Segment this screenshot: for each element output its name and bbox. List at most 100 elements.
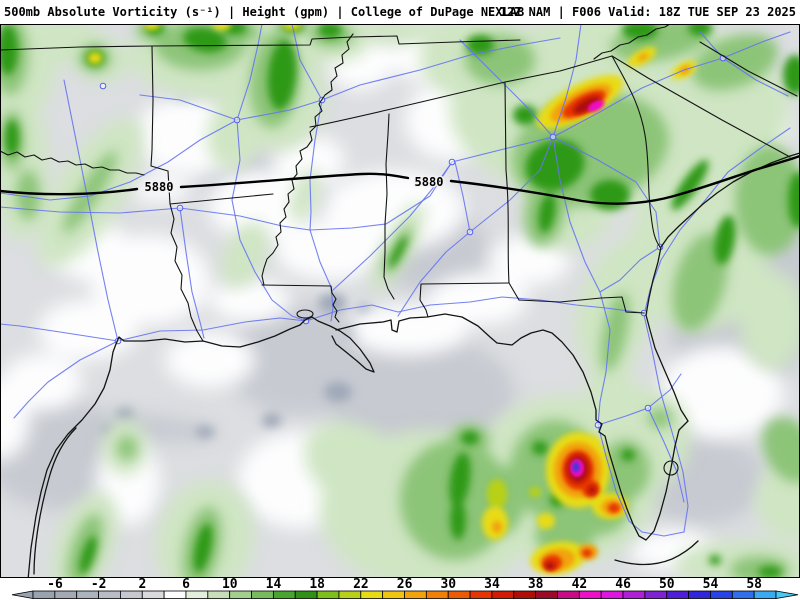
- city-marker: [233, 116, 241, 124]
- road-line: [321, 37, 561, 101]
- map-canvas: 5880 5880: [0, 24, 800, 578]
- state-border-line: [518, 296, 645, 314]
- field-yellow-green: [487, 479, 541, 509]
- product-title: 500mb Absolute Vorticity (s⁻¹) | Height …: [4, 5, 525, 19]
- state-border-line: [611, 55, 661, 248]
- road-line: [0, 119, 238, 201]
- colorbar-left-arrow-icon: [11, 590, 34, 599]
- colorbar-segment: [578, 590, 602, 599]
- road-line: [397, 161, 471, 317]
- state-borders-layer: [0, 24, 798, 342]
- road-line: [552, 31, 791, 138]
- colorbar-segment: [32, 590, 56, 599]
- header-bar: 500mb Absolute Vorticity (s⁻¹) | Height …: [0, 0, 800, 24]
- road-line: [552, 24, 582, 138]
- road-line: [179, 207, 205, 339]
- state-border-line: [261, 284, 340, 323]
- state-border-line: [150, 45, 171, 205]
- coastline: [335, 152, 800, 541]
- colorbar-segment: [272, 590, 296, 599]
- coastline-layer: [27, 152, 800, 578]
- colorbar-tick-label: 30: [440, 577, 457, 592]
- road-line: [236, 24, 263, 121]
- colorbar-segment: [731, 590, 755, 599]
- colorbar-segment: [360, 590, 384, 599]
- road-line: [0, 323, 119, 342]
- coastline: [614, 540, 699, 566]
- coastline: [27, 316, 375, 578]
- road-line: [647, 407, 685, 503]
- colorbar-bar: [11, 590, 799, 599]
- field-blue-core: [574, 464, 578, 470]
- state-border-line: [169, 193, 274, 205]
- colorbar: -6 -2 2 6 10 14 18 22 26 30 34 38 42 46 50 54 58: [0, 577, 800, 600]
- colorbar-tick-label: 18: [309, 577, 326, 592]
- state-border-line: [309, 55, 613, 128]
- colorbar-segment: [622, 590, 646, 599]
- state-border-line: [0, 150, 145, 176]
- colorbar-segment: [469, 590, 493, 599]
- colorbar-segment: [753, 590, 777, 599]
- colorbar-segment: [316, 590, 340, 599]
- height-contour-5880: [0, 187, 139, 196]
- city-marker: [448, 158, 456, 166]
- height-contour-layer: [0, 154, 800, 205]
- city-marker: [594, 421, 602, 429]
- state-border-line: [420, 282, 510, 285]
- colorbar-segment: [54, 590, 78, 599]
- state-border-line: [504, 81, 520, 301]
- colorbar-right-arrow-icon: [775, 590, 799, 599]
- colorbar-segment: [76, 590, 99, 599]
- colorbar-ticks: -6 -2 2 6 10 14 18 22 26 30 34 38 42 46 50 54 58: [0, 577, 800, 592]
- state-border-line: [383, 113, 395, 300]
- state-border-line: [611, 55, 791, 158]
- road-line: [459, 39, 554, 138]
- colorbar-segment: [600, 590, 624, 599]
- colorbar-segment: [557, 590, 580, 599]
- colorbar-segment: [251, 590, 274, 599]
- colorbar-tick-label: 26: [396, 577, 413, 592]
- city-marker: [644, 404, 652, 412]
- road-line: [117, 296, 645, 342]
- colorbar-segment: [710, 590, 733, 599]
- road-line: [722, 57, 789, 97]
- colorbar-tick-label: 46: [615, 577, 631, 592]
- colorbar-segment: [513, 590, 537, 599]
- road-line: [599, 246, 661, 293]
- road-line: [291, 24, 323, 101]
- colorbar-tick-label: 14: [265, 577, 282, 592]
- colorbar-tick-label: 58: [746, 577, 763, 592]
- contour-label: 5880: [145, 180, 174, 194]
- colorbar-segment: [229, 590, 252, 599]
- road-line: [13, 340, 119, 419]
- city-marker: [99, 82, 107, 90]
- colorbar-segment: [491, 590, 515, 599]
- colorbar-segment: [688, 590, 711, 599]
- state-border-line: [419, 283, 429, 318]
- colorbar-segment: [535, 590, 558, 599]
- colorbar-tick-label: 6: [182, 577, 190, 592]
- colorbar-segment: [185, 590, 209, 599]
- colorbar-segment: [120, 590, 143, 599]
- colorbar-tick-label: 10: [221, 577, 238, 592]
- colorbar-tick-label: 42: [571, 577, 588, 592]
- colorbar-segment: [666, 590, 689, 599]
- colorbar-tick-label: 2: [138, 577, 147, 592]
- colorbar-segment: [447, 590, 471, 599]
- colorbar-tick-label: 50: [658, 577, 675, 592]
- state-border-line: [352, 35, 521, 45]
- colorbar-segment: [644, 590, 668, 599]
- map-area: 5880 5880: [0, 24, 800, 578]
- colorbar-segment: [338, 590, 362, 599]
- colorbar-segment: [382, 590, 405, 599]
- colorbar-tick-label: -2: [90, 577, 107, 592]
- vorticity-field-layer: [0, 24, 800, 578]
- road-line: [231, 119, 307, 322]
- height-contour-5880: [179, 172, 410, 189]
- state-border-line: [169, 203, 204, 342]
- road-line: [332, 161, 453, 291]
- height-contour-5880: [449, 154, 800, 205]
- colorbar-tick-label: 34: [484, 577, 500, 592]
- road-line: [63, 79, 119, 342]
